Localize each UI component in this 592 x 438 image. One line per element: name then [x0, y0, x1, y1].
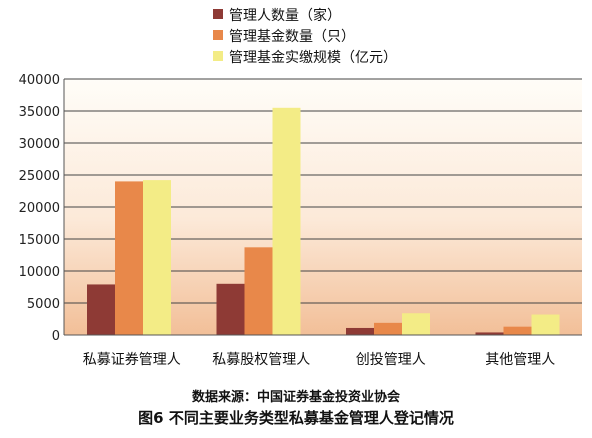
- legend-label: 管理人数量（家）: [229, 7, 341, 24]
- legend-label: 管理基金实缴规模（亿元）: [229, 49, 397, 66]
- figure-caption: 图6 不同主要业务类型私募基金管理人登记情况: [138, 409, 454, 427]
- y-tick-label: 40000: [19, 73, 60, 88]
- legend-swatch: [213, 30, 223, 40]
- bar: [216, 283, 245, 335]
- bar: [402, 313, 430, 335]
- y-tick-label: 10000: [19, 265, 60, 280]
- y-tick-labels: 0 5000 10000 15000 20000 25000 30000 35000 40000: [19, 73, 60, 344]
- bar: [374, 322, 402, 335]
- bar: [272, 107, 301, 335]
- bar: [244, 247, 273, 335]
- legend-label: 管理基金数量（只）: [229, 28, 355, 45]
- x-tick-label: 私募证券管理人: [83, 352, 181, 368]
- bar: [87, 284, 115, 335]
- bar: [143, 180, 171, 335]
- legend: 管理人数量（家） 管理基金数量（只） 管理基金实缴规模（亿元）: [213, 7, 397, 66]
- source-note: 数据来源：中国证券基金投资业协会: [191, 390, 400, 405]
- bar: [531, 314, 560, 335]
- y-tick-label: 35000: [19, 105, 60, 120]
- y-tick-label: 25000: [19, 169, 60, 184]
- x-tick-label: 私募股权管理人: [212, 352, 310, 368]
- x-tick-label: 创投管理人: [356, 352, 426, 368]
- legend-swatch: [213, 9, 223, 19]
- bar: [475, 332, 504, 335]
- bar: [346, 327, 374, 335]
- x-tick-labels: 私募证券管理人 私募股权管理人 创投管理人 其他管理人: [83, 352, 556, 368]
- x-tick-label: 其他管理人: [485, 352, 555, 368]
- y-tick-label: 5000: [27, 297, 60, 312]
- y-tick-label: 30000: [19, 137, 60, 152]
- bars: [87, 107, 560, 335]
- bar-chart: 0 5000 10000 15000 20000 25000 30000 35000 40000…: [19, 7, 582, 368]
- bar: [115, 181, 143, 335]
- y-tick-label: 15000: [19, 233, 60, 248]
- y-tick-label: 20000: [19, 201, 60, 216]
- legend-swatch: [213, 51, 223, 61]
- bar: [503, 326, 532, 335]
- y-tick-label: 0: [52, 329, 60, 344]
